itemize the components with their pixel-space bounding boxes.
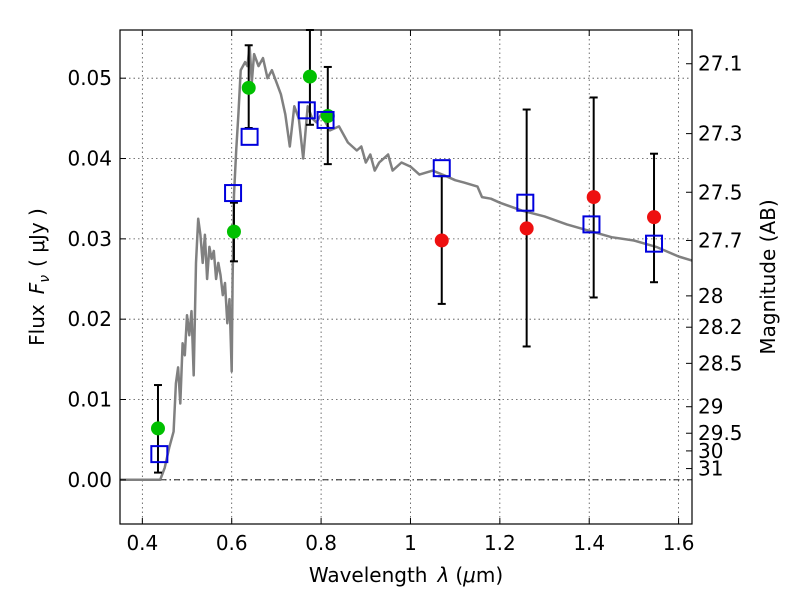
model-photometry-square [316,110,335,129]
y2-tick-label: 27.1 [698,52,743,76]
x-tick-label: 1.6 [663,531,695,555]
y2-tick-label: 27.3 [698,122,743,146]
green-observed-point [241,80,256,95]
y2-tick-label: 28 [698,284,723,308]
y2-tick-label: 27.7 [698,228,743,252]
x-tick-label: 1.2 [484,531,516,555]
model-photometry-square [645,234,664,253]
model-spectrum-line [120,44,692,482]
model-photometry-square [240,127,259,146]
y-tick-label: 0.01 [67,387,112,411]
x-tick-label: 1 [404,531,417,555]
x-tick-label: 0.4 [126,531,158,555]
red-observed-point [519,221,534,236]
model-photometry-square [432,159,451,178]
y2-tick-label: 28.2 [698,315,743,339]
y-axis-ticks: 0.00 0.01 0.02 0.03 0.04 0.05 [67,66,126,492]
x-tick-label: 0.8 [305,531,337,555]
y2-tick-label: 29 [698,395,723,419]
plot-frame [119,29,693,525]
green-observed-point [226,224,241,239]
green-observed-point [302,69,317,84]
y2-tick-label: 30 [698,439,723,463]
x-axis-ticks: 0.4 0.6 0.8 1 1.2 1.4 1.6 [126,30,695,555]
plot-area [120,29,692,482]
y2-tick-label: 29.5 [698,421,743,445]
y-axis-title: FluxFν( μJy ) [25,208,53,346]
y2-tick-label: 28.5 [698,351,743,375]
x-tick-label: 0.6 [216,531,248,555]
y2-axis-title: Magnitude (AB) [756,199,780,354]
red-observed-point [586,190,601,205]
y-tick-label: 0.05 [67,66,112,90]
model-photometry-square [582,215,601,234]
y2-tick-label: 27.5 [698,180,743,204]
x-tick-label: 1.4 [573,531,605,555]
red-observed-point [647,210,662,225]
y2-tick-label: 31 [698,457,723,481]
y-tick-label: 0.00 [67,468,112,492]
model-photometry-square [224,184,243,203]
y-tick-label: 0.02 [67,307,112,331]
model-photometry-square [150,445,169,464]
green-observed-point [150,421,165,436]
x-axis-title: Wavelength λ (μm) [309,563,503,587]
y-tick-label: 0.04 [67,147,112,171]
red-observed-point [434,233,449,248]
y-tick-label: 0.03 [67,227,112,251]
model-photometry-square [516,193,535,212]
model-photometry-square [297,101,316,120]
